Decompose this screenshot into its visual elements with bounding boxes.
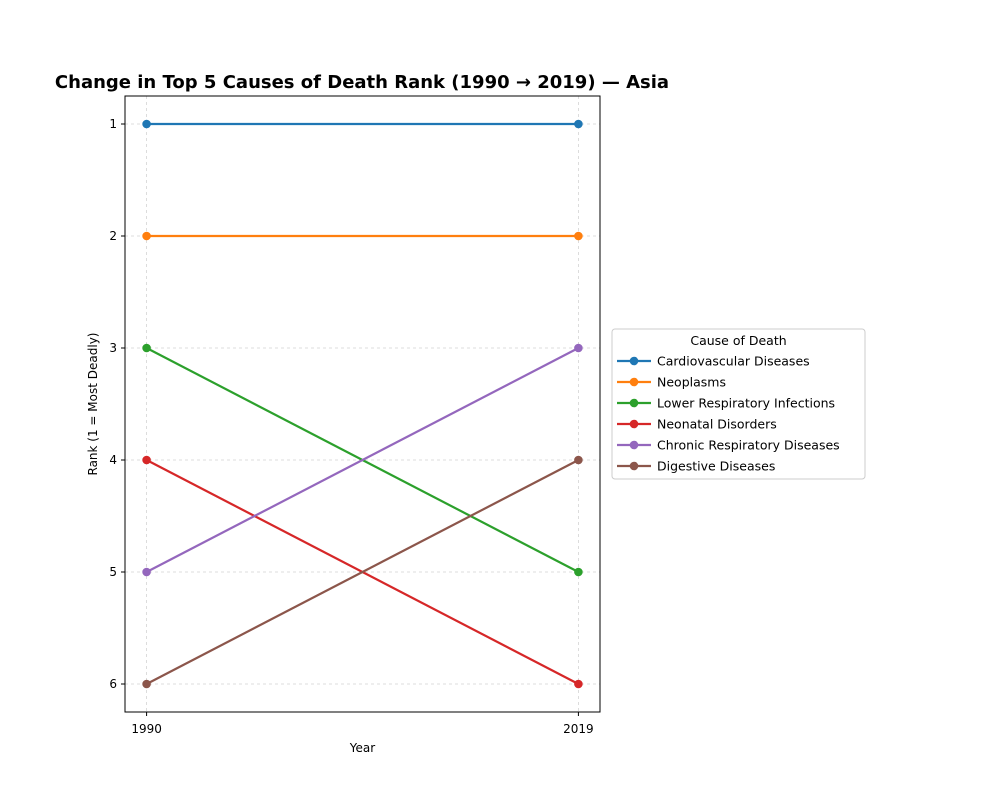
y-tick-label: 3	[109, 341, 117, 355]
legend-item-digestive-diseases: Digestive Diseases	[617, 459, 775, 474]
legend-marker	[629, 440, 639, 450]
y-axis-label: Rank (1 = Most Deadly)	[86, 333, 100, 476]
series-digestive-diseases	[142, 455, 583, 689]
legend-marker	[629, 419, 639, 429]
legend-item-chronic-respiratory-diseases: Chronic Respiratory Diseases	[617, 438, 840, 453]
series-layer	[142, 119, 583, 689]
legend-box	[611, 328, 866, 480]
series-chronic-respiratory-diseases	[142, 343, 583, 577]
data-point	[142, 679, 151, 689]
data-point	[574, 119, 583, 129]
legend-title: Cause of Death	[690, 333, 786, 348]
x-axis-label: Year	[349, 741, 375, 755]
legend-marker	[629, 356, 639, 366]
legend-label: Cardiovascular Diseases	[657, 354, 810, 369]
grid	[125, 96, 600, 712]
legend-label: Chronic Respiratory Diseases	[657, 438, 840, 453]
data-point	[142, 343, 151, 353]
legend-items: Cardiovascular Diseases Neoplasms Lower Re…	[617, 354, 840, 474]
legend: Cause of Death Cardiovascular Diseases Ne…	[611, 328, 866, 480]
data-point	[574, 567, 583, 577]
x-tick-label: 2019	[563, 722, 594, 736]
y-tick-label: 5	[109, 565, 117, 579]
legend-marker	[629, 398, 639, 408]
data-point	[142, 455, 151, 465]
data-point	[574, 343, 583, 353]
legend-label: Neonatal Disorders	[657, 417, 777, 432]
data-point	[574, 679, 583, 689]
legend-marker	[629, 461, 639, 471]
plot-frame	[124, 95, 601, 713]
legend-item-neonatal-disorders: Neonatal Disorders	[617, 417, 777, 432]
series-line	[146, 459, 579, 685]
y-tick-label: 4	[109, 453, 117, 467]
legend-item-lower-respiratory-infections: Lower Respiratory Infections	[617, 396, 835, 411]
series-line	[146, 347, 579, 573]
legend-label: Digestive Diseases	[657, 459, 775, 474]
data-point	[142, 231, 151, 241]
legend-marker	[629, 377, 639, 387]
data-point	[142, 567, 151, 577]
data-point	[142, 119, 151, 129]
x-tick-label: 1990	[131, 722, 162, 736]
series-cardiovascular-diseases	[142, 119, 583, 129]
chart-title: Change in Top 5 Causes of Death Rank (19…	[55, 72, 669, 93]
data-point	[574, 455, 583, 465]
legend-item-neoplasms: Neoplasms	[617, 375, 726, 390]
y-axis: 1 2 3 4 5 6	[109, 117, 125, 691]
x-axis: 1990 2019	[131, 712, 594, 736]
data-point	[574, 231, 583, 241]
series-neoplasms	[142, 231, 583, 241]
legend-item-cardiovascular-diseases: Cardiovascular Diseases	[617, 354, 810, 369]
y-tick-label: 2	[109, 229, 117, 243]
legend-label: Neoplasms	[657, 375, 726, 390]
y-tick-label: 1	[109, 117, 117, 131]
legend-label: Lower Respiratory Infections	[657, 396, 835, 411]
y-tick-label: 6	[109, 677, 117, 691]
